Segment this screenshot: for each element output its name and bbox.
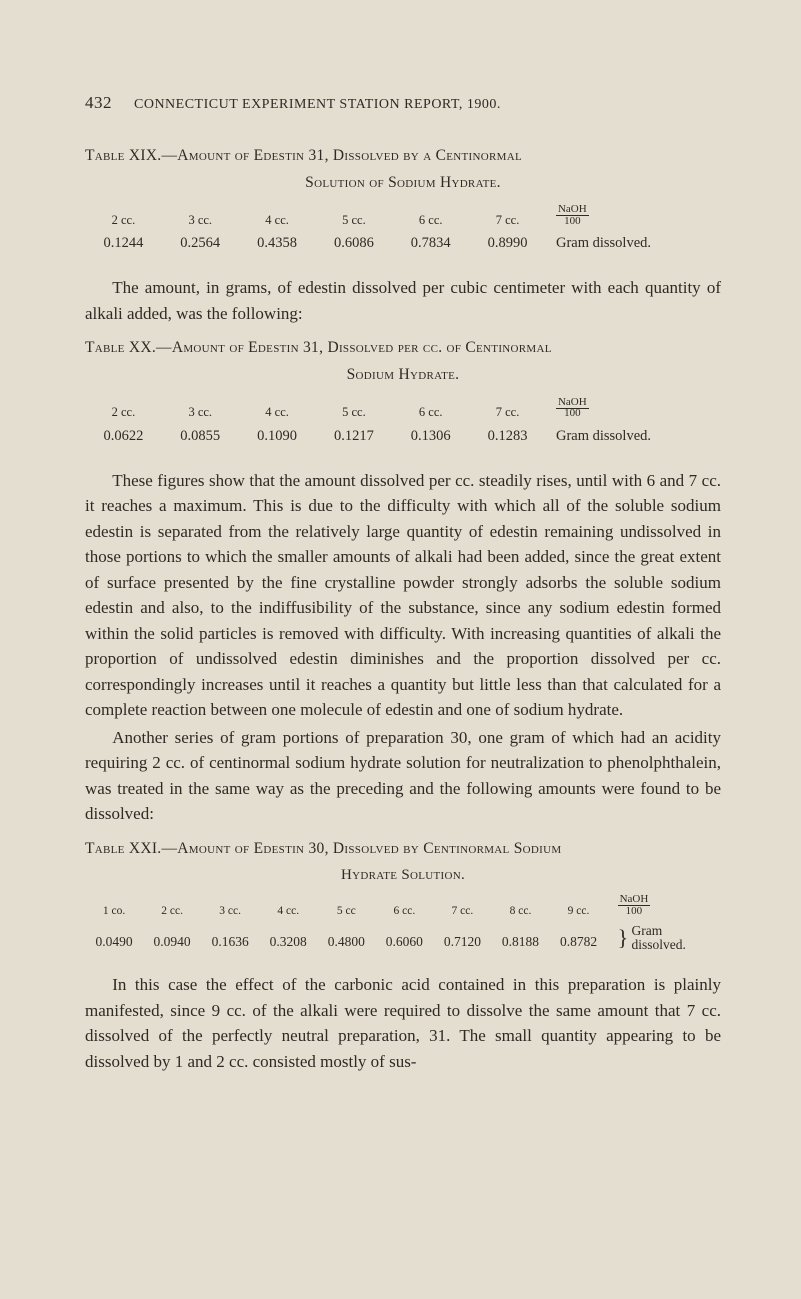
col-header: 2 cc. xyxy=(143,892,201,922)
cell: 0.4800 xyxy=(317,922,375,954)
cell: 0.6060 xyxy=(375,922,433,954)
col-header: 3 cc. xyxy=(162,202,239,231)
table-21-caption-sub: Hydrate Solution. xyxy=(85,864,721,887)
table-row: 2 cc. 3 cc. 4 cc. 5 cc. 6 cc. 7 cc. NaOH… xyxy=(85,202,721,231)
cell: 0.0622 xyxy=(85,424,162,450)
body-paragraph: These figures show that the amount disso… xyxy=(85,468,721,723)
table-row: 1 co. 2 cc. 3 cc. 4 cc. 5 cc 6 cc. 7 cc.… xyxy=(85,892,721,922)
running-title: CONNECTICUT EXPERIMENT STATION REPORT, 1… xyxy=(134,97,501,112)
col-header: 6 cc. xyxy=(392,395,469,424)
table-19-caption: Table XIX.—Amount of Edestin 31, Dissolv… xyxy=(85,144,721,167)
cell: 0.1217 xyxy=(315,424,392,450)
cell: 0.4358 xyxy=(239,231,316,257)
page-number: 432 xyxy=(85,93,112,112)
table-row: 0.1244 0.2564 0.4358 0.6086 0.7834 0.899… xyxy=(85,231,721,257)
body-paragraph: Another series of gram portions of prepa… xyxy=(85,725,721,827)
table-19-caption-sub: Solution of Sodium Hydrate. xyxy=(85,171,721,194)
cell: 0.0855 xyxy=(162,424,239,450)
cell: 0.1283 xyxy=(469,424,546,450)
table-row: 0.0622 0.0855 0.1090 0.1217 0.1306 0.128… xyxy=(85,424,721,450)
cell: 0.1306 xyxy=(392,424,469,450)
cell: 0.0940 xyxy=(143,922,201,954)
col-header: 5 cc xyxy=(317,892,375,922)
col-header: 6 cc. xyxy=(375,892,433,922)
naoh-fraction: NaOH 100 xyxy=(556,204,589,227)
cell: 0.2564 xyxy=(162,231,239,257)
naoh-bot: 100 xyxy=(562,215,583,227)
naoh-fraction: NaOH 100 xyxy=(618,894,651,917)
gram-label-bot: dissolved. xyxy=(632,937,686,952)
cell: 0.1244 xyxy=(85,231,162,257)
col-header-naoh: NaOH 100 xyxy=(546,395,721,424)
col-header: 2 cc. xyxy=(85,395,162,424)
cell: Gram dissolved. xyxy=(546,424,721,450)
table-row: 0.0490 0.0940 0.1636 0.3208 0.4800 0.606… xyxy=(85,922,721,954)
cell: Gram dissolved. xyxy=(546,231,721,257)
cell: 0.1090 xyxy=(239,424,316,450)
col-header: 1 co. xyxy=(85,892,143,922)
brace-icon: } xyxy=(618,925,629,950)
cell: 0.8990 xyxy=(469,231,546,257)
col-header: 8 cc. xyxy=(491,892,549,922)
body-paragraph: The amount, in grams, of edestin dissolv… xyxy=(85,275,721,326)
body-paragraph: In this case the effect of the carbonic … xyxy=(85,972,721,1074)
cell: 0.8188 xyxy=(491,922,549,954)
col-header: 9 cc. xyxy=(550,892,608,922)
naoh-bot: 100 xyxy=(562,407,583,419)
table-20: 2 cc. 3 cc. 4 cc. 5 cc. 6 cc. 7 cc. NaOH… xyxy=(85,395,721,450)
cell-gram-dissolved: } Gram dissolved. xyxy=(608,922,721,954)
col-header-naoh: NaOH 100 xyxy=(546,202,721,231)
table-21-caption: Table XXI.—Amount of Edestin 30, Dissolv… xyxy=(85,837,721,860)
cell: 0.7120 xyxy=(433,922,491,954)
col-header: 2 cc. xyxy=(85,202,162,231)
table-20-caption: Table XX.—Amount of Edestin 31, Dissolve… xyxy=(85,336,721,359)
cell: 0.7834 xyxy=(392,231,469,257)
col-header: 7 cc. xyxy=(469,395,546,424)
gram-label-top: Gram xyxy=(632,923,663,938)
col-header: 4 cc. xyxy=(239,395,316,424)
gram-dissolved-label: Gram dissolved. xyxy=(632,924,686,952)
col-header-naoh: NaOH 100 xyxy=(608,892,721,922)
table-21: 1 co. 2 cc. 3 cc. 4 cc. 5 cc 6 cc. 7 cc.… xyxy=(85,892,721,954)
cell: 0.0490 xyxy=(85,922,143,954)
naoh-fraction: NaOH 100 xyxy=(556,397,589,420)
col-header: 7 cc. xyxy=(433,892,491,922)
cell: 0.6086 xyxy=(315,231,392,257)
running-header: 432 CONNECTICUT EXPERIMENT STATION REPOR… xyxy=(85,90,721,116)
col-header: 6 cc. xyxy=(392,202,469,231)
col-header: 4 cc. xyxy=(239,202,316,231)
table-row: 2 cc. 3 cc. 4 cc. 5 cc. 6 cc. 7 cc. NaOH… xyxy=(85,395,721,424)
cell: 0.8782 xyxy=(550,922,608,954)
col-header: 5 cc. xyxy=(315,395,392,424)
scanned-page: 432 CONNECTICUT EXPERIMENT STATION REPOR… xyxy=(0,0,801,1299)
table-20-caption-sub: Sodium Hydrate. xyxy=(85,363,721,386)
col-header: 3 cc. xyxy=(201,892,259,922)
cell: 0.1636 xyxy=(201,922,259,954)
col-header: 4 cc. xyxy=(259,892,317,922)
col-header: 7 cc. xyxy=(469,202,546,231)
cell: 0.3208 xyxy=(259,922,317,954)
naoh-bot: 100 xyxy=(624,905,645,917)
col-header: 5 cc. xyxy=(315,202,392,231)
table-19: 2 cc. 3 cc. 4 cc. 5 cc. 6 cc. 7 cc. NaOH… xyxy=(85,202,721,257)
col-header: 3 cc. xyxy=(162,395,239,424)
